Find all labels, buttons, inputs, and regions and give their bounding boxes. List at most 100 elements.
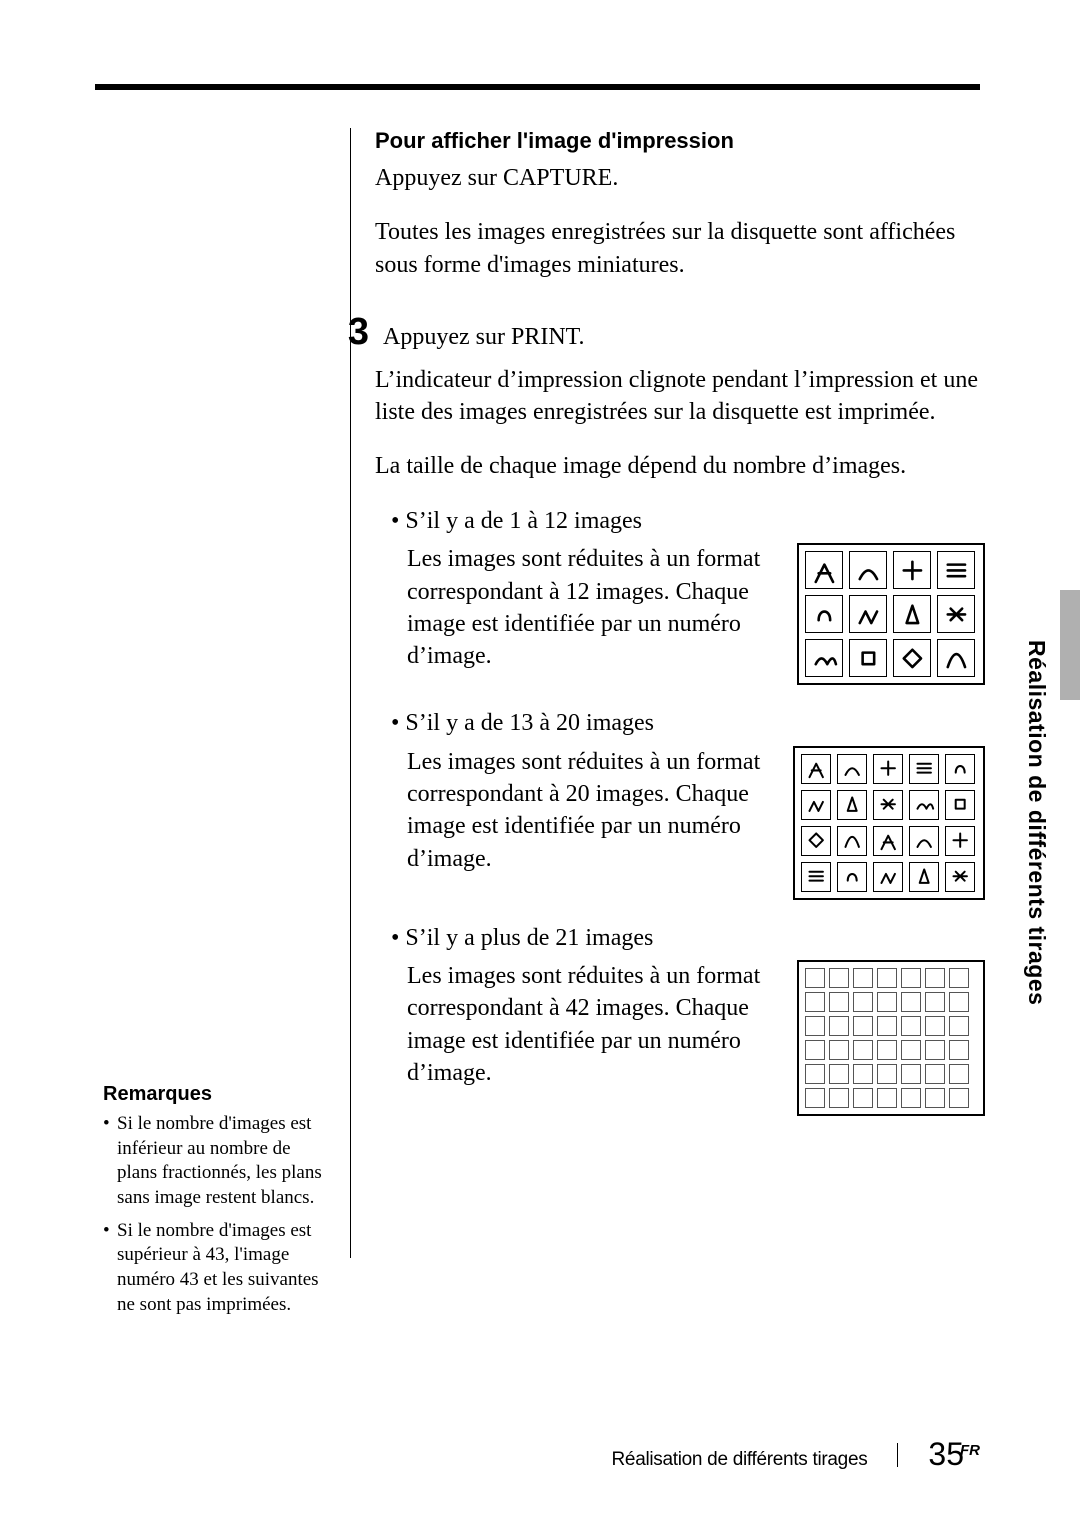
- remarks-heading: Remarques: [103, 1083, 333, 1106]
- step-text: Appuyez sur PRINT.: [383, 321, 585, 353]
- thumb-cell: [853, 1040, 873, 1060]
- thumb-cell: [901, 1088, 921, 1108]
- thumb-cell: [805, 1088, 825, 1108]
- sub-heading: Pour afficher l'image d'impression: [375, 128, 985, 154]
- step-number: 3: [335, 313, 369, 351]
- thumb-cell: [945, 790, 975, 820]
- thumb-cell: [909, 862, 939, 892]
- top-rule: [95, 84, 980, 90]
- thumb-cell: [853, 1064, 873, 1084]
- thumb-cell: [877, 992, 897, 1012]
- thumb-cell: [901, 1064, 921, 1084]
- thumb-cell: [829, 1016, 849, 1036]
- thumb-cell: [805, 639, 843, 677]
- paragraph: Toutes les images enregistrées sur la di…: [375, 216, 985, 281]
- page-lang: FR: [960, 1442, 980, 1459]
- remark-item: Si le nombre d'images est supérieur à 43…: [103, 1219, 333, 1318]
- thumb-cell: [805, 992, 825, 1012]
- thumb-cell: [893, 551, 931, 589]
- thumb-cell: [893, 595, 931, 633]
- thumb-cell: [909, 754, 939, 784]
- thumb-cell: [877, 968, 897, 988]
- bullet-block-42: • S’il y a plus de 21 images Les images …: [391, 922, 985, 1116]
- thumb-cell: [805, 1040, 825, 1060]
- thumb-cell: [945, 862, 975, 892]
- thumb-cell: [949, 968, 969, 988]
- chapter-tab: [1060, 590, 1080, 700]
- thumb-cell: [801, 754, 831, 784]
- thumb-cell: [853, 1088, 873, 1108]
- thumb-cell: [829, 968, 849, 988]
- thumb-cell: [877, 1040, 897, 1060]
- bullet-head: • S’il y a de 13 à 20 images: [391, 707, 985, 739]
- thumb-cell: [853, 968, 873, 988]
- bullet-head: • S’il y a de 1 à 12 images: [391, 505, 985, 537]
- bullet-head: • S’il y a plus de 21 images: [391, 922, 985, 954]
- thumb-cell: [893, 639, 931, 677]
- thumb-cell: [937, 595, 975, 633]
- thumb-cell: [805, 1064, 825, 1084]
- main-content: Pour afficher l'image d'impression Appuy…: [375, 128, 985, 1138]
- thumb-cell: [805, 551, 843, 589]
- thumb-cell: [837, 790, 867, 820]
- thumb-cell: [829, 1088, 849, 1108]
- bullet-desc: Les images sont réduites à un format cor…: [391, 960, 769, 1090]
- thumb-cell: [829, 1040, 849, 1060]
- paragraph: La taille de chaque image dépend du nomb…: [375, 450, 985, 482]
- thumb-cell: [801, 790, 831, 820]
- thumb-cell: [805, 1016, 825, 1036]
- footer-divider: [897, 1443, 898, 1467]
- thumb-cell: [877, 1016, 897, 1036]
- thumb-cell: [837, 826, 867, 856]
- remarks-block: Remarques Si le nombre d'images est infé…: [103, 1083, 333, 1326]
- thumb-cell: [837, 754, 867, 784]
- thumb-cell: [901, 1040, 921, 1060]
- thumb-cell: [945, 754, 975, 784]
- vertical-rule: [350, 128, 351, 1258]
- thumbnail-grid-20: [793, 746, 985, 900]
- thumb-cell: [853, 992, 873, 1012]
- thumbnail-grid-42: [797, 960, 985, 1116]
- thumb-cell: [805, 968, 825, 988]
- thumb-cell: [829, 992, 849, 1012]
- bullet-block-12: • S’il y a de 1 à 12 images Les images s…: [391, 505, 985, 685]
- thumb-cell: [853, 1016, 873, 1036]
- thumb-cell: [909, 790, 939, 820]
- bullet-desc: Les images sont réduites à un format cor…: [391, 746, 765, 876]
- thumb-cell: [901, 968, 921, 988]
- thumb-cell: [829, 1064, 849, 1084]
- bullet-block-20: • S’il y a de 13 à 20 images Les images …: [391, 707, 985, 899]
- thumb-cell: [873, 790, 903, 820]
- footer-section: Réalisation de différents tirages: [612, 1449, 868, 1471]
- thumbnail-grid-12: [797, 543, 985, 685]
- thumb-cell: [805, 595, 843, 633]
- thumb-cell: [925, 1064, 945, 1084]
- thumb-cell: [925, 1040, 945, 1060]
- thumb-cell: [949, 1064, 969, 1084]
- thumb-cell: [925, 968, 945, 988]
- thumb-cell: [909, 826, 939, 856]
- thumb-cell: [849, 595, 887, 633]
- thumb-cell: [937, 639, 975, 677]
- thumb-cell: [901, 992, 921, 1012]
- page-number: 35: [928, 1436, 964, 1472]
- thumb-cell: [837, 862, 867, 892]
- thumb-cell: [873, 826, 903, 856]
- bullet-desc: Les images sont réduites à un format cor…: [391, 543, 769, 673]
- thumb-cell: [949, 1088, 969, 1108]
- paragraph: Appuyez sur CAPTURE.: [375, 162, 985, 194]
- thumb-cell: [901, 1016, 921, 1036]
- thumb-cell: [925, 1088, 945, 1108]
- thumb-cell: [925, 1016, 945, 1036]
- thumb-cell: [873, 754, 903, 784]
- thumb-cell: [849, 551, 887, 589]
- section-label: Réalisation de différents tirages: [1023, 640, 1050, 1005]
- thumb-cell: [849, 639, 887, 677]
- page-footer: Réalisation de différents tirages 35FR: [95, 1436, 980, 1473]
- thumb-cell: [801, 826, 831, 856]
- thumb-cell: [949, 1016, 969, 1036]
- thumb-cell: [945, 826, 975, 856]
- thumb-cell: [877, 1064, 897, 1084]
- paragraph: L’indicateur d’impression clignote penda…: [375, 364, 985, 429]
- thumb-cell: [937, 551, 975, 589]
